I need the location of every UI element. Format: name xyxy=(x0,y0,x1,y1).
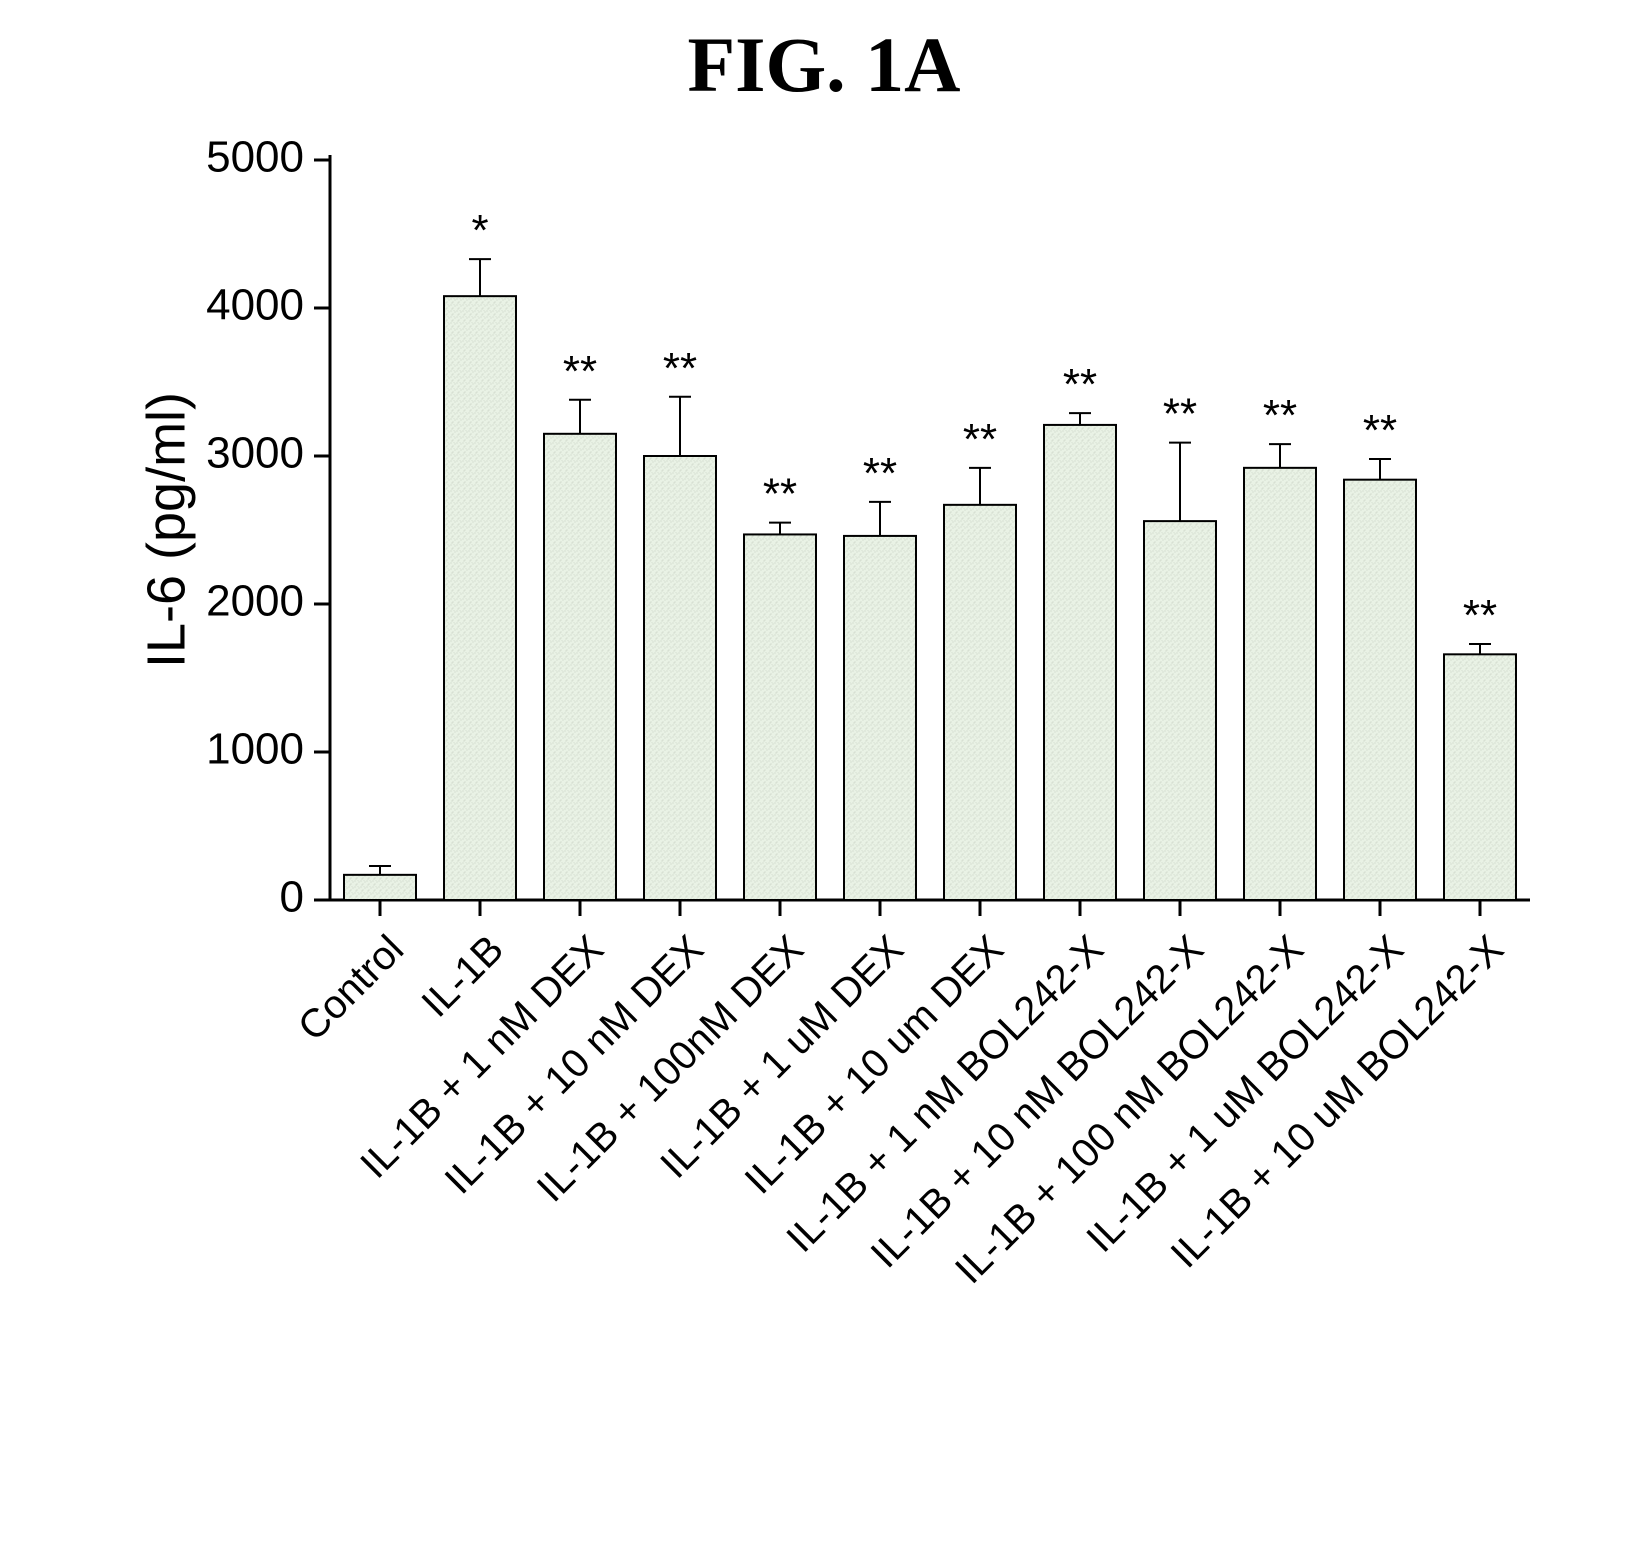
significance-marker: ** xyxy=(863,449,897,498)
significance-marker: ** xyxy=(563,347,597,396)
chart-bar xyxy=(1444,654,1516,900)
chart-bar xyxy=(544,434,616,900)
significance-marker: ** xyxy=(663,344,697,393)
chart-bar xyxy=(1044,425,1116,900)
significance-marker: ** xyxy=(1263,391,1297,440)
significance-marker: ** xyxy=(1163,390,1197,439)
y-tick-label: 0 xyxy=(280,873,304,922)
chart-bar xyxy=(1244,468,1316,900)
chart-bar xyxy=(944,505,1016,900)
significance-marker: ** xyxy=(1463,591,1497,640)
page-root: FIG. 1A 0 1000 2000 3000 4000 5000 IL-6 (pg/ml… xyxy=(0,0,1648,1563)
significance-marker: ** xyxy=(1363,406,1397,455)
x-tick-label: Control xyxy=(290,927,412,1049)
chart-bar xyxy=(1144,521,1216,900)
significance-marker: * xyxy=(471,206,488,255)
y-tick-label: 4000 xyxy=(206,281,304,330)
y-tick-label: 3000 xyxy=(206,429,304,478)
significance-marker: ** xyxy=(1063,360,1097,409)
significance-marker: ** xyxy=(963,415,997,464)
y-tick-label: 2000 xyxy=(206,577,304,626)
chart-bar xyxy=(1344,480,1416,900)
chart-bar xyxy=(644,456,716,900)
y-tick-label: 1000 xyxy=(206,725,304,774)
significance-marker: ** xyxy=(763,470,797,519)
bar-chart: 0 1000 2000 3000 4000 5000 IL-6 (pg/ml) Control… xyxy=(90,130,1560,1540)
chart-bar xyxy=(744,534,816,900)
y-axis-label: IL-6 (pg/ml) xyxy=(136,392,196,668)
chart-bar xyxy=(844,536,916,900)
chart-bar xyxy=(444,296,516,900)
chart-bar xyxy=(344,875,416,900)
bar-chart-svg: 0 1000 2000 3000 4000 5000 IL-6 (pg/ml) Control… xyxy=(90,130,1560,1540)
y-tick-label: 5000 xyxy=(206,133,304,182)
figure-title: FIG. 1A xyxy=(0,20,1648,110)
